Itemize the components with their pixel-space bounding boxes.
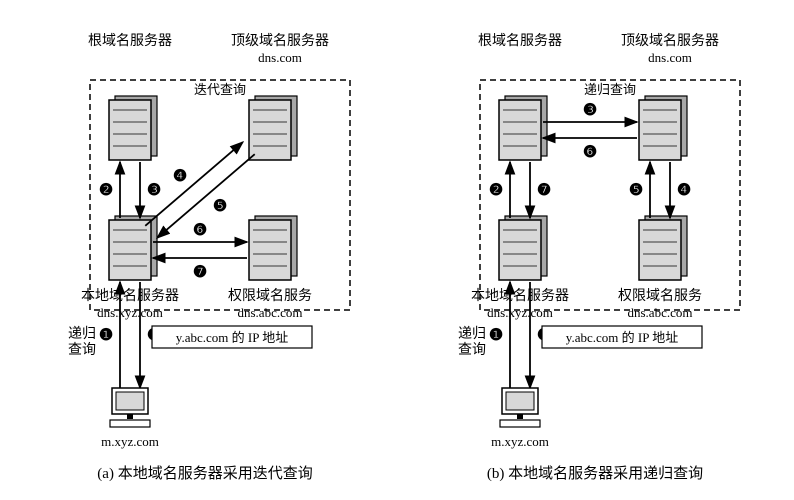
- tld-domain: dns.com: [258, 50, 302, 65]
- tld-server-label: 顶级域名服务器: [621, 33, 719, 49]
- recursive-query-label: 递归: [458, 325, 486, 342]
- root-server-label: 根域名服务器: [88, 33, 172, 49]
- local-domain: dns.xyz.com: [97, 305, 163, 320]
- svg-text:❺: ❺: [213, 198, 227, 215]
- tld-server-label: 顶级域名服务器: [231, 33, 329, 49]
- client-domain: m.xyz.com: [491, 434, 549, 449]
- svg-text:❶: ❶: [489, 327, 503, 344]
- svg-text:❻: ❻: [193, 222, 207, 239]
- svg-text:❶: ❶: [99, 327, 113, 344]
- auth-domain: dns.abc.com: [238, 305, 303, 320]
- ip-result-text: y.abc.com 的 IP 地址: [176, 330, 288, 345]
- svg-text:查询: 查询: [458, 342, 486, 358]
- svg-text:❹: ❹: [677, 182, 691, 199]
- auth-server-label: 权限域名服务: [228, 288, 312, 304]
- tld-domain: dns.com: [648, 50, 692, 65]
- svg-text:❷: ❷: [489, 182, 503, 199]
- caption: (a) 本地域名服务器采用迭代查询: [97, 465, 312, 482]
- client-domain: m.xyz.com: [101, 434, 159, 449]
- svg-text:❷: ❷: [99, 182, 113, 199]
- auth-domain: dns.abc.com: [628, 305, 693, 320]
- caption: (b) 本地域名服务器采用递归查询: [487, 465, 703, 482]
- local-server-label: 本地域名服务器: [81, 288, 179, 304]
- svg-text:❺: ❺: [629, 182, 643, 199]
- svg-text:❹: ❹: [173, 168, 187, 185]
- svg-text:❼: ❼: [537, 182, 551, 199]
- svg-text:❸: ❸: [147, 182, 161, 199]
- root-server-label: 根域名服务器: [478, 33, 562, 49]
- recursive-query-label: 递归: [68, 325, 96, 342]
- ip-result-text: y.abc.com 的 IP 地址: [566, 330, 678, 345]
- box-title: 迭代查询: [194, 82, 246, 97]
- panel: 迭代查询 根域名服务器 顶级域名服务器dns.com 本地域名服务器dns.xyz.c…: [68, 33, 350, 482]
- svg-text:查询: 查询: [68, 342, 96, 358]
- local-server-label: 本地域名服务器: [471, 288, 569, 304]
- panel: 递归查询 根域名服务器 顶级域名服务器dns.com 本地域名服务器dns.xyz.c…: [458, 33, 740, 482]
- svg-text:❻: ❻: [583, 144, 597, 161]
- svg-text:❼: ❼: [193, 264, 207, 281]
- auth-server-label: 权限域名服务: [618, 288, 702, 304]
- box-title: 递归查询: [584, 82, 636, 97]
- local-domain: dns.xyz.com: [487, 305, 553, 320]
- svg-text:❸: ❸: [583, 102, 597, 119]
- dns-diagram: 迭代查询根域名服务器顶级域名服务器dns.com本地域名服务器dns.xyz.c…: [0, 0, 794, 500]
